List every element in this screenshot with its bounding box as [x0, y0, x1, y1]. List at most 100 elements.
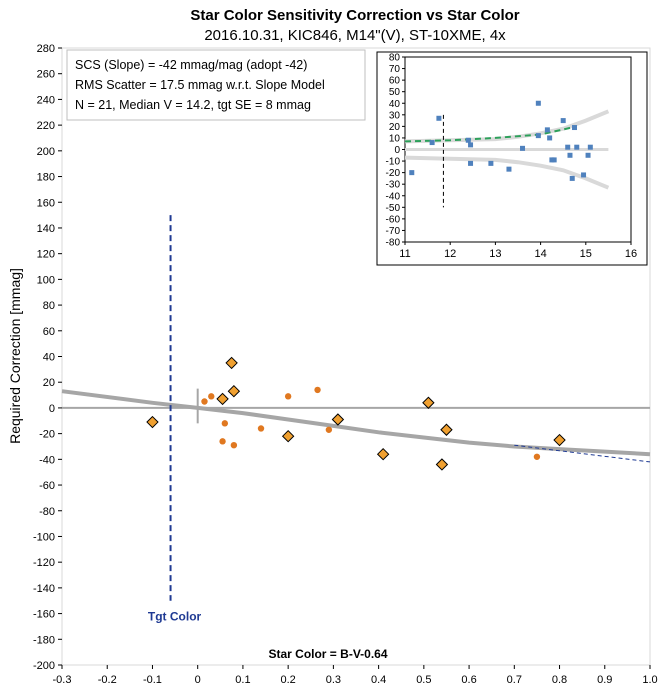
inset-data-point [587, 144, 593, 150]
stats-line-1: SCS (Slope) = -42 mmag/mag (adopt -42) [75, 58, 307, 72]
inset-y-tick-label: -30 [386, 180, 401, 191]
inset-data-point [520, 145, 526, 151]
x-tick-label: -0.3 [53, 674, 72, 686]
y-tick-label: 220 [37, 120, 55, 132]
data-point-dot [221, 420, 229, 427]
inset-y-tick-label: -50 [386, 203, 401, 214]
y-tick-label: -60 [39, 480, 55, 492]
y-tick-label: 60 [43, 326, 55, 338]
trend-curve [61, 389, 651, 457]
inset-x-tick-label: 16 [625, 248, 637, 260]
inset-x-tick-label: 12 [444, 248, 456, 260]
inset-points [409, 100, 593, 181]
x-tick-label: 0.7 [507, 674, 522, 686]
data-point-diamond [227, 384, 241, 398]
inset-data-point [565, 144, 571, 150]
data-point-diamond [553, 433, 566, 447]
inset-y-tick-label: 0 [394, 145, 400, 156]
x-tick-label: 0.5 [416, 674, 431, 686]
x-tick-label: 0.3 [326, 674, 341, 686]
inset-x-tick-label: 13 [489, 248, 501, 260]
data-point-dot [533, 453, 541, 460]
y-tick-label: 140 [37, 223, 55, 235]
y-tick-label: -40 [39, 454, 55, 466]
inset-y-tick-label: 70 [389, 64, 401, 75]
y-tick-label: 40 [43, 352, 55, 364]
data-point-dot [314, 386, 321, 394]
data-point-dot [208, 393, 215, 400]
y-axis-ticks: -200-180-160-140-120-100-80-60-40-200204… [33, 43, 62, 672]
inset-data-point [547, 135, 553, 141]
inset-data-point [551, 157, 557, 163]
inset-y-tick-label: -20 [386, 168, 401, 179]
inset-y-tick-label: 10 [389, 133, 401, 144]
inset-data-point [569, 175, 575, 181]
inset-data-point [429, 140, 435, 146]
inset-data-point [465, 137, 471, 143]
y-tick-label: -20 [39, 429, 55, 441]
inset-data-point [436, 115, 442, 121]
y-tick-label: 200 [37, 146, 55, 158]
inset-data-point [585, 152, 591, 158]
inset-y-tick-label: -70 [386, 226, 401, 237]
data-point-diamond [422, 396, 435, 409]
data-point-dot [201, 398, 208, 405]
inset-data-point [567, 152, 573, 158]
inset-x-ticks: 11 12 13 14 15 16 [399, 242, 637, 260]
x-tick-label: 0 [195, 674, 201, 686]
inset-y-tick-label: -40 [386, 191, 401, 202]
x-axis-ticks: -0.3 -0.2 -0.1 0 0.1 0.2 0.3 0.4 0.5 0.6 0.7 0.8 0.9… [53, 665, 658, 686]
y-tick-label: -180 [33, 634, 55, 646]
y-tick-label: 100 [37, 274, 55, 286]
inset-data-point [468, 142, 474, 148]
x-axis-annotation: Star Color = B-V-0.64 [268, 647, 387, 661]
data-point-dot [219, 438, 226, 445]
x-tick-label: 0.6 [461, 674, 476, 686]
y-tick-label: 240 [37, 94, 55, 106]
inset-y-tick-label: 80 [389, 53, 401, 64]
inset-y-tick-label: 20 [389, 122, 401, 133]
inset-y-tick-label: 50 [389, 87, 401, 98]
data-point-diamond [376, 447, 390, 461]
dot-points [201, 386, 541, 460]
data-point-dot [284, 393, 292, 400]
diamond-points [146, 356, 566, 471]
data-point-diamond [216, 392, 229, 406]
inset-y-tick-label: 30 [389, 110, 401, 121]
x-tick-label: 0.2 [281, 674, 296, 686]
y-tick-label: 280 [37, 43, 55, 55]
y-tick-label: -200 [33, 660, 55, 672]
inset-data-point [560, 118, 566, 124]
y-tick-label: -80 [39, 506, 55, 518]
inset-x-tick-label: 14 [534, 248, 546, 260]
inset-data-point [581, 172, 587, 178]
inset-data-point [535, 133, 541, 139]
inset-x-tick-label: 11 [399, 248, 410, 260]
y-tick-label: 180 [37, 172, 55, 184]
target-color-label: Tgt Color [148, 610, 202, 624]
inset-y-tick-label: 60 [389, 76, 401, 87]
inset-y-tick-label: -80 [386, 238, 401, 249]
chart-title: Star Color Sensitivity Correction vs Sta… [190, 7, 519, 24]
x-tick-label: 0.8 [552, 674, 567, 686]
inset-data-point [468, 160, 474, 166]
stats-line-3: N = 21, Median V = 14.2, tgt SE = 8 mmag [75, 98, 311, 112]
x-tick-label: -0.1 [143, 674, 162, 686]
inset-y-tick-label: 40 [389, 99, 401, 110]
x-tick-label: 0.4 [371, 674, 386, 686]
inset-chart: -80-70-60-50-40-30-20-100102030405060708… [376, 51, 648, 266]
inset-data-point [544, 127, 550, 133]
x-tick-label: -0.2 [98, 674, 117, 686]
y-tick-label: 80 [43, 300, 55, 312]
y-tick-label: 120 [37, 249, 55, 261]
inset-data-point [488, 160, 494, 166]
inset-y-tick-label: -60 [386, 214, 401, 225]
x-tick-label: 1.0 [642, 674, 657, 686]
y-tick-label: 160 [37, 197, 55, 209]
inset-green-line [404, 125, 578, 143]
y-tick-label: -140 [33, 583, 55, 595]
x-tick-label: 0.1 [235, 674, 250, 686]
inset-y-ticks: -80-70-60-50-40-30-20-100102030405060708… [386, 53, 405, 249]
inset-data-point [409, 170, 415, 176]
